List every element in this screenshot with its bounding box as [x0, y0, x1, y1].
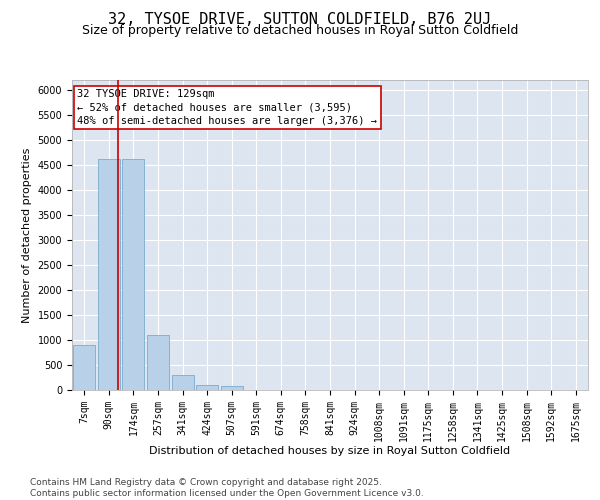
X-axis label: Distribution of detached houses by size in Royal Sutton Coldfield: Distribution of detached houses by size … [149, 446, 511, 456]
Text: 32, TYSOE DRIVE, SUTTON COLDFIELD, B76 2UJ: 32, TYSOE DRIVE, SUTTON COLDFIELD, B76 2… [109, 12, 491, 28]
Text: Contains HM Land Registry data © Crown copyright and database right 2025.
Contai: Contains HM Land Registry data © Crown c… [30, 478, 424, 498]
Bar [221, 386, 243, 390]
Bar [122, 159, 145, 390]
Bar [196, 385, 218, 390]
Text: Size of property relative to detached houses in Royal Sutton Coldfield: Size of property relative to detached ho… [82, 24, 518, 37]
Bar [172, 374, 194, 390]
Bar [73, 345, 95, 390]
Y-axis label: Number of detached properties: Number of detached properties [22, 148, 32, 322]
Bar [98, 159, 120, 390]
Text: 32 TYSOE DRIVE: 129sqm
← 52% of detached houses are smaller (3,595)
48% of semi-: 32 TYSOE DRIVE: 129sqm ← 52% of detached… [77, 90, 377, 126]
Bar [147, 335, 169, 390]
